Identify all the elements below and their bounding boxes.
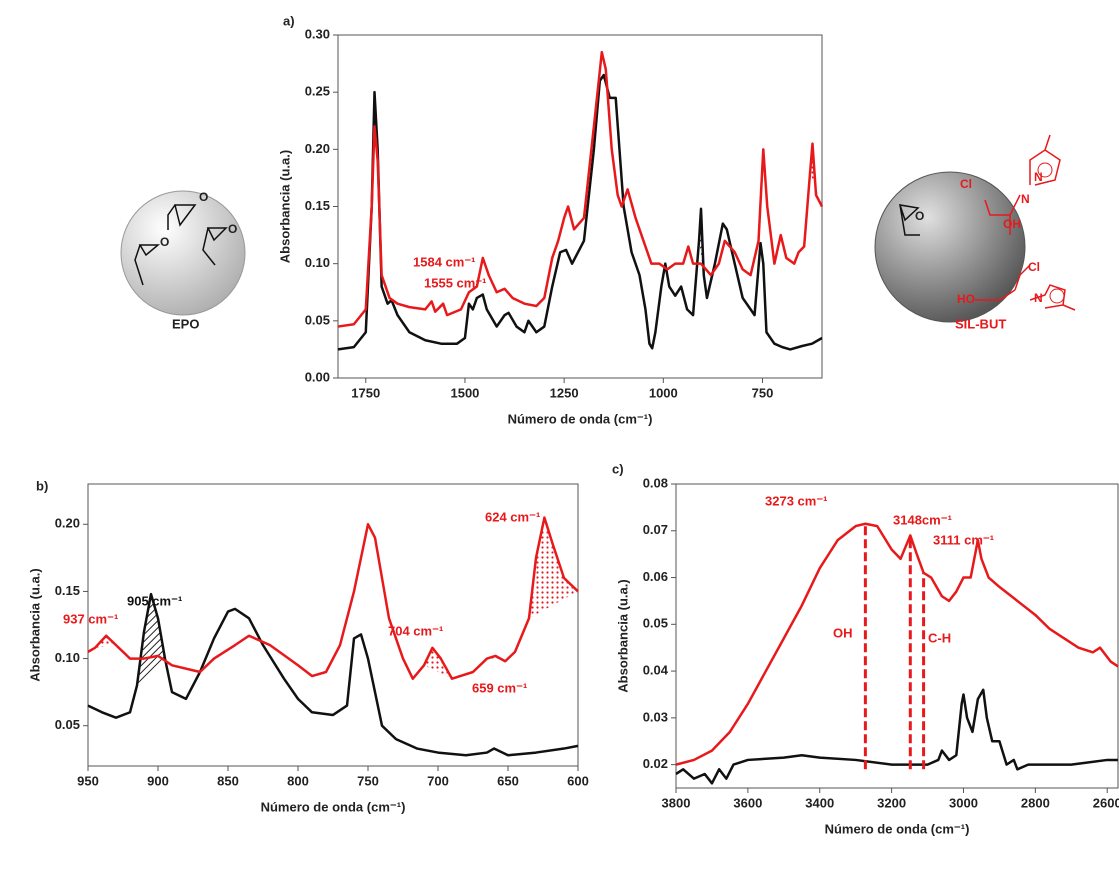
y-tick-label: 0.04 (643, 663, 669, 678)
shaded-region (137, 594, 165, 686)
y-tick-label: 0.15 (305, 198, 330, 213)
atom: O (160, 235, 169, 249)
annotation: 704 cm⁻¹ (388, 623, 443, 638)
x-tick-label: 1500 (450, 385, 479, 400)
y-tick-label: 0.15 (55, 583, 80, 598)
epoxide-groups (134, 204, 228, 286)
x-axis-label: Número de onda (cm⁻¹) (508, 411, 653, 426)
x-tick-label: 900 (147, 773, 169, 788)
epoxide-group (898, 204, 920, 236)
x-tick-label: 1250 (550, 385, 579, 400)
charge (1049, 288, 1065, 304)
annotation: 1584 cm⁻¹ (413, 254, 476, 269)
x-tick-label: 3200 (877, 795, 906, 810)
x-tick-label: 800 (287, 773, 309, 788)
y-tick-label: 0.05 (55, 717, 80, 732)
panel-label: a) (283, 13, 295, 28)
y-tick-label: 0.02 (643, 756, 668, 771)
annotation: 905 cm⁻¹ (127, 593, 182, 608)
x-tick-label: 1750 (351, 385, 380, 400)
x-tick-label: 2600 (1093, 795, 1119, 810)
y-tick-label: 0.06 (643, 569, 668, 584)
y-tick-label: 0.20 (55, 516, 80, 531)
spectrum-line (675, 522, 1119, 766)
atom: O (199, 190, 208, 204)
x-tick-label: 750 (357, 773, 379, 788)
x-tick-label: 750 (752, 385, 774, 400)
annotation: 3273 cm⁻¹ (765, 493, 828, 508)
annotation: 3111 cm⁻¹ (933, 532, 994, 547)
epo-diagram: O O O EPO (120, 190, 246, 331)
x-tick-label: 2800 (1021, 795, 1050, 810)
atom: N (1021, 192, 1030, 206)
x-tick-label: 3000 (949, 795, 978, 810)
y-tick-label: 0.05 (643, 616, 668, 631)
spectrum-line (87, 516, 579, 680)
x-tick-label: 850 (217, 773, 239, 788)
y-tick-label: 0.25 (305, 84, 330, 99)
x-tick-label: 700 (427, 773, 449, 788)
diagram-label: EPO (172, 316, 199, 331)
x-tick-label: 1000 (649, 385, 678, 400)
atom: O (915, 209, 924, 223)
y-tick-label: 0.03 (643, 709, 668, 724)
y-tick-label: 0.08 (643, 475, 668, 490)
y-axis-label: Absorbancia (u.a.) (277, 150, 292, 263)
atom: N (1034, 170, 1043, 184)
x-tick-label: 650 (497, 773, 519, 788)
atom: Cl (960, 177, 972, 191)
y-tick-label: 0.30 (305, 26, 330, 41)
annotation: 659 cm⁻¹ (472, 680, 527, 695)
particle (874, 171, 1026, 323)
plot-frame (675, 483, 1119, 789)
y-tick-label: 0.05 (305, 312, 330, 327)
annotation: 937 cm⁻¹ (63, 611, 118, 626)
x-tick-label: 3800 (662, 795, 691, 810)
shaded-region (529, 517, 578, 619)
annotation: C-H (928, 630, 951, 645)
y-tick-label: 0.07 (643, 522, 668, 537)
annotation: 1555 cm⁻¹ (424, 275, 487, 290)
x-axis-label: Número de onda (cm⁻¹) (261, 799, 406, 814)
plot-frame (87, 483, 579, 767)
x-tick-label: 3400 (805, 795, 834, 810)
atom: O (228, 222, 237, 236)
x-tick-label: 600 (567, 773, 589, 788)
y-tick-label: 0.10 (55, 650, 80, 665)
atom: HO (957, 292, 975, 306)
x-tick-label: 3600 (733, 795, 762, 810)
shaded-region (424, 647, 452, 679)
plot-frame (337, 34, 823, 379)
panel-label: c) (612, 461, 624, 476)
ionic-liquid-groups (975, 134, 1076, 311)
x-tick-label: 950 (77, 773, 99, 788)
y-tick-label: 0.00 (305, 369, 330, 384)
y-tick-label: 0.10 (305, 255, 330, 270)
silbut-diagram: O Cl N OH Cl HO N N SIL-BUT (874, 134, 1076, 331)
spectrum-line (87, 592, 579, 757)
y-axis-label: Absorbancia (u.a.) (615, 579, 630, 692)
y-tick-label: 0.20 (305, 141, 330, 156)
x-axis-label: Número de onda (cm⁻¹) (825, 821, 970, 836)
panel-label: b) (36, 478, 48, 493)
atom: N (1034, 291, 1043, 305)
charge (1037, 162, 1053, 178)
annotation: 3148cm⁻¹ (893, 512, 952, 527)
atom: Cl (1028, 260, 1040, 274)
spectrum-line (675, 688, 1118, 785)
annotation: OH (833, 625, 853, 640)
annotation: 624 cm⁻¹ (485, 509, 540, 524)
y-axis-label: Absorbancia (u.a.) (27, 568, 42, 681)
atom: OH (1003, 217, 1021, 231)
particle (120, 190, 246, 316)
shaded-region (95, 635, 116, 648)
spectrum-line (337, 50, 824, 328)
diagram-label: SIL-BUT (955, 316, 1006, 331)
